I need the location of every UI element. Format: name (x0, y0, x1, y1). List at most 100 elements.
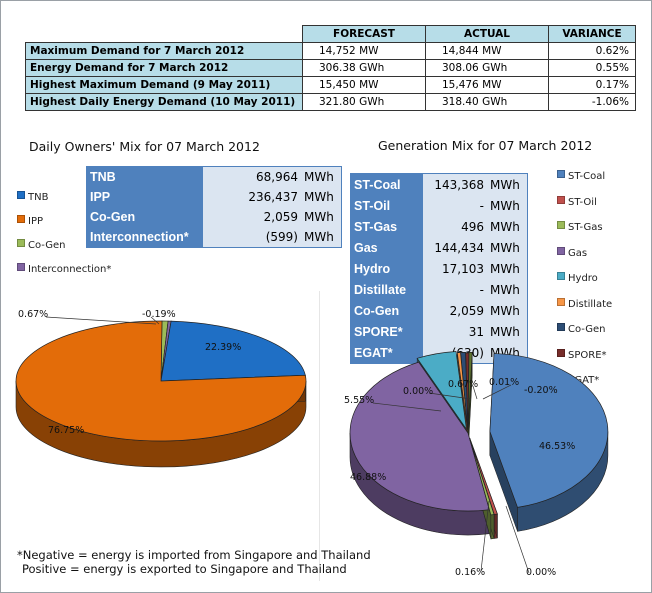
value-cell: 143,368 (423, 173, 487, 195)
legend-swatch (557, 170, 565, 178)
unit-cell: MWh (301, 207, 342, 227)
variance-cell: -1.06% (548, 93, 636, 111)
pie-slice (489, 353, 609, 508)
legend-label: Distillate (568, 298, 613, 310)
actual-cell: 308.06 GWh (425, 59, 549, 77)
unit-cell: MWh (487, 216, 528, 237)
name-cell: EGAT* (350, 342, 423, 364)
unit-cell: MWh (487, 321, 528, 342)
legend-swatch (17, 215, 25, 223)
legend-item: ST-Coal (557, 170, 605, 182)
table-row: Gas 144,434 MWh (350, 237, 528, 258)
legend-item: Co-Gen (557, 323, 606, 335)
leader-line (480, 500, 490, 572)
legend-swatch (17, 191, 25, 199)
legend-swatch (557, 348, 565, 357)
legend-swatch (557, 221, 565, 229)
legend-label: Gas (568, 247, 588, 259)
table-row: Distillate - MWh (350, 279, 528, 300)
actual-cell: 15,476 MW (425, 76, 549, 94)
footnote-line-1: *Negative = energy is imported from Sing… (17, 548, 371, 562)
legend-swatch (557, 195, 565, 204)
legend-label: IPP (28, 216, 44, 227)
pie-slice (469, 438, 495, 516)
unit-cell: MWh (301, 166, 342, 187)
name-cell: ST-Gas (350, 216, 423, 237)
pie-data-label: 76.75% (48, 425, 85, 436)
leader-line (45, 316, 157, 325)
legend-item: ST-Oil (557, 195, 597, 208)
pie-data-label: 0.67% (18, 309, 49, 320)
actual-cell: 14,844 MW (425, 42, 549, 60)
name-cell: Co-Gen (86, 207, 203, 227)
legend-item: TNB (17, 191, 48, 203)
pie-data-label: 0.16% (455, 567, 486, 578)
divider (319, 291, 320, 581)
legend-swatch (557, 323, 565, 331)
pie-slice (416, 351, 467, 430)
value-cell: 496 (423, 216, 487, 237)
legend-swatch (17, 263, 25, 271)
value-cell: 68,964 (203, 166, 301, 187)
value-cell: 17,103 (423, 258, 487, 279)
table-row: Co-Gen 2,059 MWh (350, 300, 528, 321)
unit-cell: MWh (487, 237, 528, 258)
value-cell: (599) (203, 227, 301, 248)
legend-label: SPORE* (568, 349, 607, 361)
value-cell: - (423, 195, 487, 216)
row-label: Energy Demand for 7 March 2012 (25, 59, 303, 77)
table-row: IPP 236,437 MWh (86, 187, 342, 207)
legend-label: Co-Gen (28, 240, 66, 251)
unit-cell: MWh (301, 227, 342, 248)
row-label: Highest Maximum Demand (9 May 2011) (25, 76, 303, 94)
pie-data-label: 5.55% (344, 395, 375, 406)
generation-table: ST-Coal 143,368 MWh ST-Oil - MWh ST-Gas 496 MWh G… (350, 173, 528, 364)
legend-label: ST-Coal (568, 171, 606, 182)
legend-item: Distillate (557, 297, 613, 310)
legend-label: Interconnection* (28, 264, 112, 275)
value-cell: 236,437 (203, 187, 301, 207)
legend-label: TNB (28, 192, 49, 203)
header-variance: VARIANCE (548, 25, 636, 43)
leader-line (150, 316, 160, 325)
owners-chart-title: Daily Owners' Mix for 07 March 2012 (29, 139, 260, 154)
table-row: ST-Gas 496 MWh (350, 216, 528, 237)
legend-item: SPORE* (557, 348, 607, 361)
name-cell: TNB (86, 166, 203, 187)
legend-item: Interconnection* (17, 263, 111, 275)
value-cell: 31 (423, 321, 487, 342)
legend-item: Hydro (557, 272, 598, 284)
legend-item: Gas (557, 246, 588, 259)
pie-data-label: -0.20% (524, 385, 558, 396)
table-row: TNB 68,964 MWh (86, 166, 342, 187)
footnote: *Negative = energy is imported from Sing… (17, 548, 371, 576)
legend-swatch (557, 297, 565, 306)
name-cell: ST-Coal (350, 173, 423, 195)
footnote-line-2: Positive = energy is exported to Singapo… (22, 562, 347, 576)
legend-swatch (557, 272, 565, 280)
pie-slice (15, 320, 307, 442)
unit-cell: MWh (487, 279, 528, 300)
value-cell: 144,434 (423, 237, 487, 258)
name-cell: Distillate (350, 279, 423, 300)
value-cell: - (423, 279, 487, 300)
legend-swatch (17, 239, 25, 247)
pie-data-label: 0.00% (403, 386, 434, 397)
pie-data-label: 0.01% (489, 377, 520, 388)
unit-cell: MWh (301, 187, 342, 207)
table-row: ST-Oil - MWh (350, 195, 528, 216)
row-label: Highest Daily Energy Demand (10 May 2011… (25, 93, 303, 111)
table-row: SPORE* 31 MWh (350, 321, 528, 342)
name-cell: Interconnection* (86, 227, 203, 248)
name-cell: IPP (86, 187, 203, 207)
header-forecast: FORECAST (302, 25, 426, 43)
legend-label: EGAT* (568, 375, 600, 386)
pie-slice (160, 320, 306, 382)
legend-label: ST-Gas (568, 222, 603, 233)
legend-label: Co-Gen (568, 324, 606, 335)
table-row: Hydro 17,103 MWh (350, 258, 528, 279)
leader-line (472, 385, 478, 400)
